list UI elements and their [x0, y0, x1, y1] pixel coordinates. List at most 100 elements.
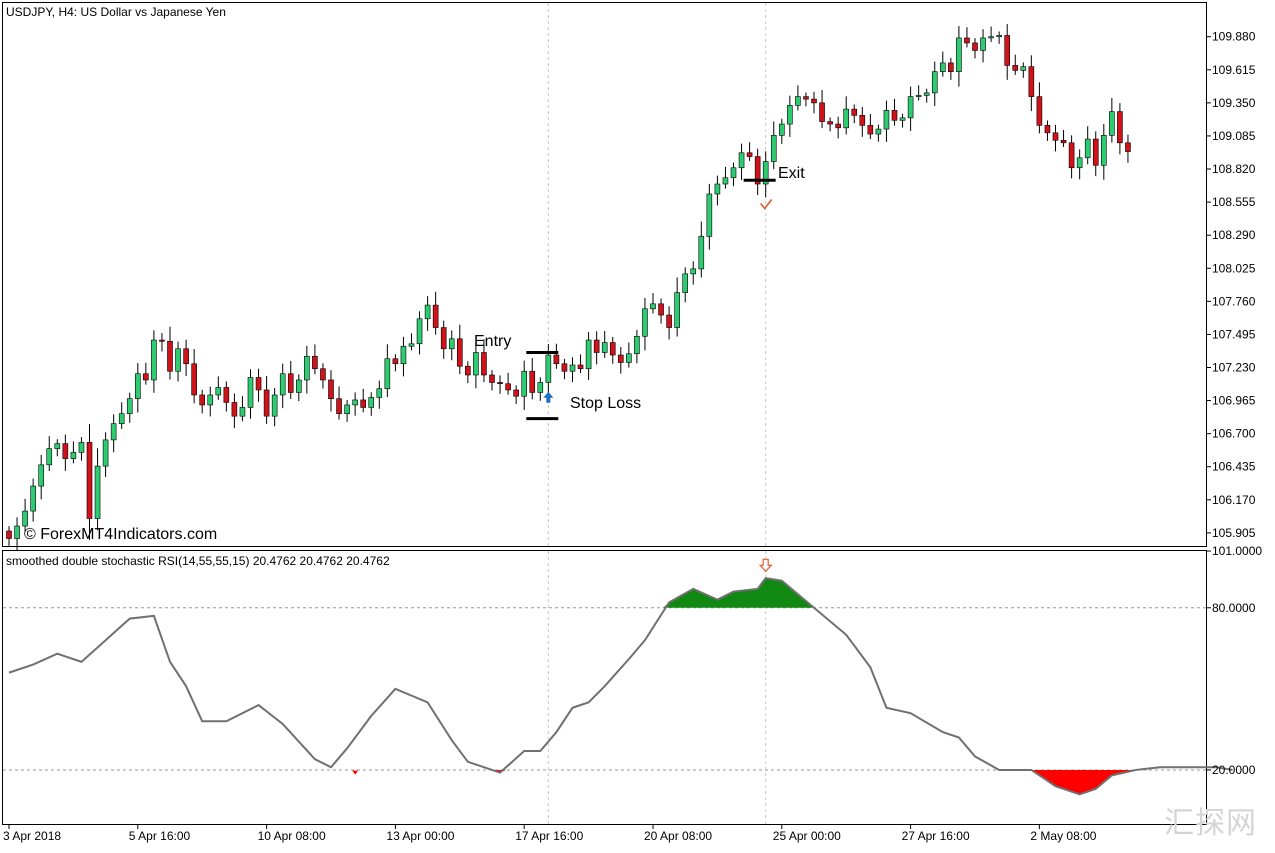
price-tick-label-15: 105.905: [1212, 526, 1256, 540]
price-tick-label-14: 106.170: [1212, 493, 1256, 507]
candle-102: [827, 117, 833, 132]
candle-65: [529, 358, 536, 400]
time-tick-label-7: 27 Apr 16:00: [902, 829, 970, 843]
time-tick-label-0: 3 Apr 2018: [3, 829, 61, 843]
copyright-label: © ForexMT4Indicators.com: [24, 526, 217, 543]
price-tick-label-5: 108.555: [1212, 195, 1256, 209]
candle-129: [1044, 120, 1051, 141]
candle-20: [167, 326, 173, 380]
candle-99: [803, 92, 809, 107]
candle-44: [360, 388, 367, 413]
candle-45: [368, 392, 375, 416]
candle-36: [295, 374, 302, 402]
candle-38: [312, 344, 318, 375]
candle-52: [424, 296, 431, 331]
candle-22: [183, 339, 189, 376]
exit-check-icon: [760, 198, 773, 210]
candle-120: [972, 38, 978, 59]
candle-82: [666, 306, 672, 340]
candle-110: [891, 98, 898, 126]
candle-126: [1020, 62, 1027, 78]
entry-label: Entry: [474, 333, 511, 350]
candle-118: [956, 26, 962, 87]
candle-27: [223, 381, 230, 412]
price-tick-label-4: 108.820: [1212, 162, 1256, 176]
candle-100: [811, 91, 817, 114]
indicator-title: smoothed double stochastic RSI(14,55,55,…: [6, 554, 390, 568]
candle-42: [344, 399, 350, 422]
candle-78: [634, 329, 640, 364]
candle-133: [1076, 149, 1083, 180]
price-tick-label-10: 107.230: [1212, 360, 1256, 374]
candle-97: [787, 95, 793, 137]
candle-1: [14, 517, 20, 551]
time-tick-label-4: 17 Apr 16:00: [515, 829, 583, 843]
candle-127: [1028, 55, 1035, 112]
candle-6: [54, 439, 61, 457]
candle-73: [593, 331, 600, 365]
candle-17: [143, 362, 149, 385]
candle-41: [336, 386, 342, 420]
watermark-logo: 汇探网: [1164, 806, 1257, 841]
candle-89: [722, 166, 729, 189]
candle-83: [674, 277, 680, 337]
candle-137: [1109, 98, 1115, 143]
candle-13: [110, 414, 117, 453]
candle-119: [964, 27, 970, 48]
candle-16: [135, 363, 141, 413]
time-tick-label-3: 13 Apr 00:00: [386, 829, 454, 843]
candle-19: [159, 332, 165, 352]
candle-95: [770, 121, 777, 170]
candle-77: [626, 342, 632, 368]
candle-66: [537, 377, 544, 401]
candle-92: [746, 142, 753, 161]
candle-132: [1068, 135, 1075, 179]
candle-59: [481, 339, 487, 383]
candle-34: [279, 363, 286, 409]
indicator-tick-label-0: 101.0000: [1212, 544, 1262, 558]
candle-139: [1125, 134, 1131, 163]
price-tick-label-6: 108.290: [1212, 228, 1256, 242]
price-tick-label-8: 107.760: [1212, 294, 1256, 308]
candle-11: [94, 448, 101, 531]
candle-64: [521, 360, 528, 410]
candle-108: [875, 124, 882, 142]
candle-18: [151, 330, 157, 393]
candle-122: [988, 26, 994, 42]
price-tick-label-7: 108.025: [1212, 261, 1256, 275]
candle-88: [714, 175, 721, 206]
sell-signal-arrow-icon: [758, 558, 773, 573]
indicator-tick-label-2: 20.0000: [1212, 763, 1256, 777]
candle-124: [1004, 24, 1011, 80]
candle-2: [22, 498, 28, 533]
candle-96: [778, 118, 785, 144]
candle-138: [1117, 103, 1123, 155]
candle-7: [62, 434, 69, 471]
price-tick-label-11: 106.965: [1212, 394, 1256, 408]
candle-0: [6, 526, 12, 547]
candle-33: [271, 388, 278, 427]
candle-62: [505, 372, 511, 395]
candle-74: [601, 331, 608, 358]
candle-75: [609, 336, 616, 364]
candle-86: [698, 221, 705, 278]
candle-111: [899, 113, 906, 128]
candle-69: [561, 358, 568, 380]
oversold-dot: [352, 770, 359, 775]
candle-4: [38, 454, 45, 500]
candle-85: [690, 261, 697, 285]
candle-125: [1012, 54, 1019, 75]
candle-3: [30, 478, 36, 522]
candle-31: [255, 368, 262, 402]
price-tick-label-12: 106.700: [1212, 427, 1256, 441]
candle-87: [706, 183, 713, 250]
candle-90: [730, 162, 737, 187]
candle-81: [658, 298, 664, 324]
candle-121: [980, 29, 986, 63]
candle-63: [513, 385, 519, 405]
time-tick-label-8: 2 May 08:00: [1030, 829, 1096, 843]
candle-98: [795, 85, 801, 111]
candle-39: [320, 363, 326, 389]
candle-5: [46, 436, 53, 472]
